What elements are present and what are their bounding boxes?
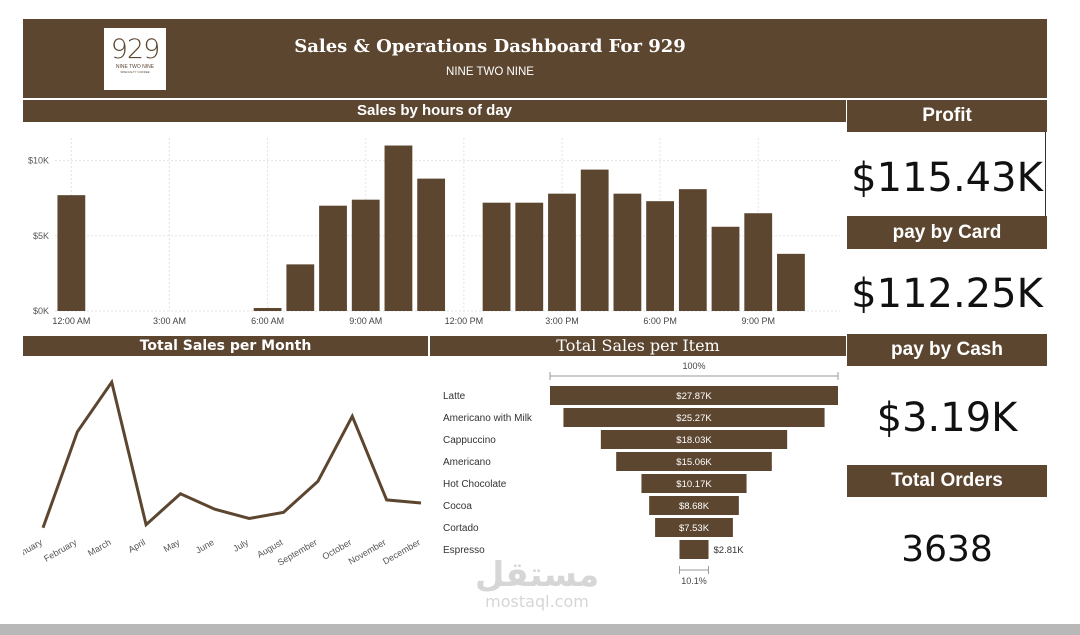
cash-label: pay by Cash xyxy=(847,334,1047,366)
month-chart-header: Total Sales per Month xyxy=(23,336,428,356)
hour-bar xyxy=(253,307,282,311)
hour-bar xyxy=(777,253,805,311)
item-value-label: $15.06K xyxy=(676,457,712,468)
item-value-label: $18.03K xyxy=(676,435,712,446)
funnel-bottom-percent: 10.1% xyxy=(681,576,707,586)
item-bar xyxy=(655,518,733,537)
item-label: Cocoa xyxy=(443,501,472,512)
card-value: $112.25K xyxy=(851,271,1043,317)
item-bar xyxy=(600,430,788,449)
item-bar xyxy=(641,474,747,493)
header-bar xyxy=(23,19,1047,98)
item-label: Americano with Milk xyxy=(443,413,533,424)
hour-bar xyxy=(613,193,642,311)
x-tick-label: 6:00 PM xyxy=(643,316,677,326)
hour-bar xyxy=(711,226,740,311)
hour-bar xyxy=(286,264,315,311)
item-value-label: $25.27K xyxy=(676,413,712,424)
item-label: Cortado xyxy=(443,523,479,534)
logo-text: NINE TWO NINE xyxy=(115,64,155,70)
item-chart-title: Total Sales per Item xyxy=(556,336,720,355)
item-label: Cappuccino xyxy=(443,435,496,446)
profit-value: $115.43K xyxy=(851,155,1043,201)
item-label: Hot Chocolate xyxy=(443,479,507,490)
page-title: Sales & Operations Dashboard For 929 xyxy=(294,36,686,57)
item-label: Americano xyxy=(443,457,491,468)
hour-bar xyxy=(482,202,511,311)
month-label: June xyxy=(194,537,216,555)
item-chart-header: Total Sales per Item xyxy=(430,336,846,356)
cash-value: $3.19K xyxy=(876,395,1018,441)
item-value-label: $27.87K xyxy=(676,391,712,402)
hour-bar xyxy=(548,193,576,311)
month-label: November xyxy=(347,537,388,566)
item-bar xyxy=(649,496,739,515)
hour-bar xyxy=(417,178,446,311)
item-bar xyxy=(616,452,772,471)
item-bar xyxy=(550,386,838,405)
item-value-label: $7.53K xyxy=(679,523,710,534)
hour-bar xyxy=(319,205,347,311)
profit-label: Profit xyxy=(847,100,1047,132)
month-label: March xyxy=(86,537,113,558)
logo-small-text: SPECIALTY COFFEE xyxy=(120,70,150,74)
funnel-top-percent: 100% xyxy=(682,361,705,371)
watermark-latin: mostaql.com xyxy=(485,592,589,611)
hour-bar xyxy=(515,202,544,311)
x-tick-label: 3:00 PM xyxy=(545,316,579,326)
item-value-label: $10.17K xyxy=(676,479,712,490)
y-tick-label: $10K xyxy=(28,156,49,166)
sales-line xyxy=(41,378,422,529)
month-label: January xyxy=(23,537,44,562)
hour-bar xyxy=(744,213,773,311)
item-bar xyxy=(679,540,709,559)
month-label: May xyxy=(162,537,182,554)
x-tick-label: 9:00 PM xyxy=(741,316,775,326)
watermark: مستقل mostaql.com xyxy=(462,556,612,610)
month-label: July xyxy=(231,537,250,554)
month-label: April xyxy=(126,537,147,555)
page-subtitle: NINE TWO NINE xyxy=(446,66,534,78)
item-funnel-chart: 100% Latte $27.87K Americano with Milk $25.2… xyxy=(443,361,839,586)
y-tick-label: $0K xyxy=(33,306,49,316)
month-label: September xyxy=(276,537,319,568)
x-tick-label: 12:00 AM xyxy=(52,316,90,326)
hours-chart-title: Sales by hours of day xyxy=(356,102,513,119)
y-tick-label: $5K xyxy=(33,231,49,241)
x-tick-label: 3:00 AM xyxy=(153,316,186,326)
hour-bar xyxy=(384,145,413,311)
orders-value: 3638 xyxy=(901,529,993,570)
hour-bar xyxy=(678,189,707,311)
month-label: February xyxy=(42,537,79,564)
item-value-label: $2.81K xyxy=(714,545,745,556)
month-label: December xyxy=(381,537,422,566)
hour-bar xyxy=(57,195,86,311)
profit-card-border xyxy=(1045,132,1046,216)
brand-logo: 929 NINE TWO NINE SPECIALTY COFFEE xyxy=(104,28,166,90)
item-label: Espresso xyxy=(443,545,485,556)
item-value-label: $8.68K xyxy=(679,501,710,512)
hour-bar xyxy=(351,199,380,311)
logo-number: 929 xyxy=(110,34,161,65)
card-label: pay by Card xyxy=(847,216,1047,249)
orders-label: Total Orders xyxy=(847,465,1047,497)
bottom-strip xyxy=(0,624,1080,635)
x-tick-label: 12:00 PM xyxy=(445,316,484,326)
hour-bar xyxy=(580,169,609,311)
item-label: Latte xyxy=(443,391,466,402)
hours-bar-chart: $0K $5K $10K 12:00 AM 3:00 AM 6:00 AM 9:00 AM 1… xyxy=(28,138,840,326)
x-tick-label: 9:00 AM xyxy=(349,316,382,326)
x-tick-label: 6:00 AM xyxy=(251,316,284,326)
hours-chart-header: Sales by hours of day xyxy=(23,100,846,122)
month-chart-title: Total Sales per Month xyxy=(139,338,312,354)
watermark-arabic: مستقل xyxy=(474,555,600,595)
item-bar xyxy=(563,408,825,427)
hour-bar xyxy=(646,201,675,311)
